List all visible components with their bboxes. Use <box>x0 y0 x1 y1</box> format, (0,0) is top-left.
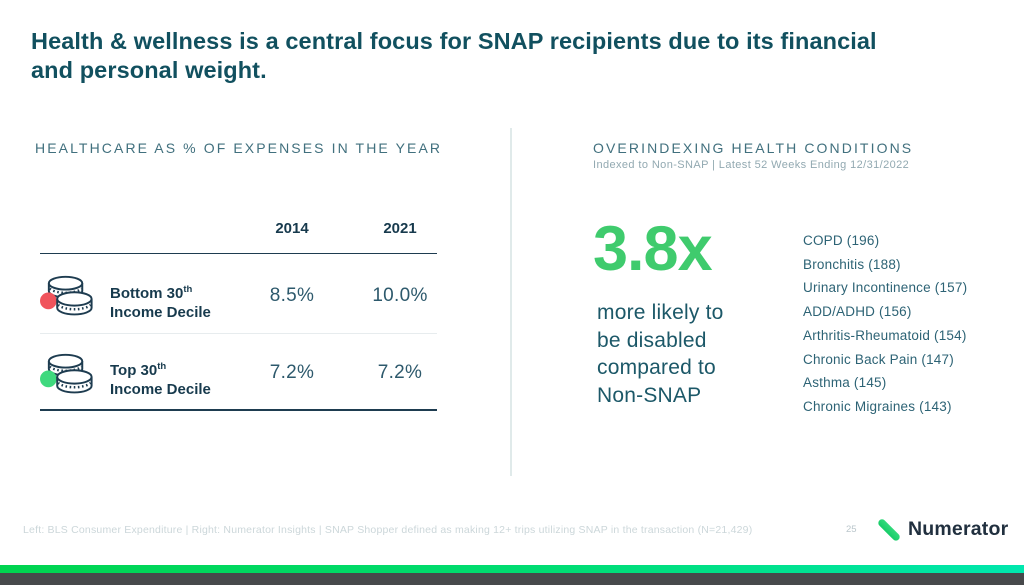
stat-desc-line-4: Non-SNAP <box>597 383 702 407</box>
row2-label-main: Top 30 <box>110 362 158 379</box>
condition-item: ADD/ADHD (156) <box>803 304 912 320</box>
condition-item: COPD (196) <box>803 233 880 248</box>
right-section-heading: OVERINDEXING HEALTH CONDITIONS <box>593 140 914 156</box>
condition-item: Asthma (145) <box>803 375 887 391</box>
stat-desc-line-3: compared to <box>597 356 716 379</box>
row2-label-sub: Income Decile <box>110 381 211 398</box>
table-col-header-2014: 2014 <box>275 220 309 237</box>
condition-item: Chronic Migraines (143) <box>803 398 952 414</box>
numerator-n-icon <box>878 518 900 542</box>
right-section-subheading: Indexed to Non-SNAP | Latest 52 Weeks En… <box>593 159 910 171</box>
numerator-wordmark: Numerator <box>908 518 1009 540</box>
slide-title-line-1: Health & wellness is a central focus for… <box>31 28 877 54</box>
table-row-divider <box>40 333 437 334</box>
row1-label-main: Bottom 30 <box>110 285 184 302</box>
numerator-logo: Numerator <box>876 516 1008 543</box>
coins-green-icon <box>40 353 93 394</box>
red-dot <box>40 292 57 310</box>
table-cell-bottom-2021: 10.0% <box>372 285 428 306</box>
stat-desc-line-2: be disabled <box>597 328 707 352</box>
table-cell-top-2014: 7.2% <box>269 362 315 383</box>
condition-item: Urinary Incontinence (157) <box>803 280 968 296</box>
stat-desc-line-1: more likely to <box>597 301 724 324</box>
table-cell-top-2021: 7.2% <box>377 362 423 383</box>
table-cell-bottom-2014: 8.5% <box>269 285 315 306</box>
row1-label-sup: th <box>183 284 193 295</box>
coins-red-icon <box>40 275 93 316</box>
expense-table: 2014 2021 Bottom 30th Income Decile 8.5%… <box>40 210 437 412</box>
bottom-dark-bar <box>0 573 1024 585</box>
condition-item: Bronchitis (188) <box>803 256 901 272</box>
slide-title: Health & wellness is a central focus for… <box>31 27 1006 84</box>
table-bottom-rule <box>40 409 437 411</box>
table-row-label: Bottom 30th Income Decile <box>110 280 250 322</box>
conditions-list: COPD (196) Bronchitis (188) Urinary Inco… <box>803 229 967 419</box>
footer-source-note: Left: BLS Consumer Expenditure | Right: … <box>23 524 753 536</box>
green-dot <box>40 370 57 388</box>
bottom-green-bar <box>0 565 1024 573</box>
page-number: 25 <box>846 524 857 535</box>
stat-value: 3.8x <box>593 214 713 284</box>
table-row-label: Top 30th Income Decile <box>110 357 250 399</box>
slide-title-line-2: and personal weight. <box>31 56 267 83</box>
section-divider <box>510 128 512 476</box>
table-col-header-2021: 2021 <box>383 220 417 237</box>
condition-item: Arthritis-Rheumatoid (154) <box>803 327 967 343</box>
left-section-heading: HEALTHCARE AS % OF EXPENSES IN THE YEAR <box>35 140 443 156</box>
table-top-rule <box>40 253 437 254</box>
condition-item: Chronic Back Pain (147) <box>803 351 954 367</box>
row1-label-sub: Income Decile <box>110 304 211 321</box>
row2-label-sup: th <box>157 361 167 372</box>
stat-description: more likely to be disabled compared to N… <box>597 299 724 409</box>
